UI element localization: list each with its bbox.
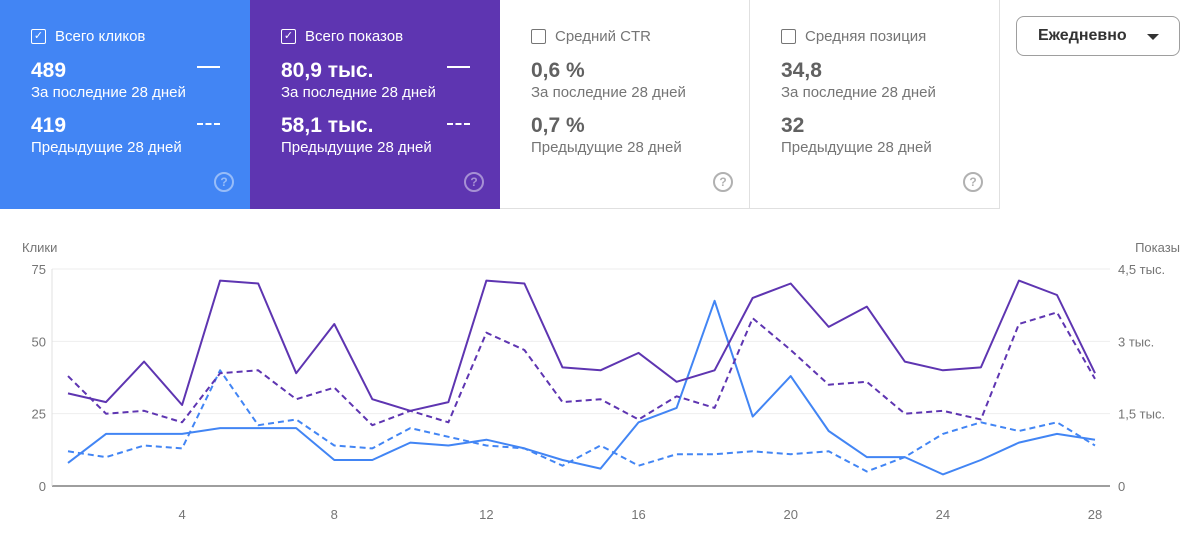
previous-label: Предыдущие 28 дней	[281, 139, 432, 156]
y-tick-left: 0	[39, 479, 46, 494]
previous-value: 32	[781, 114, 805, 137]
previous-value: 58,1 тыс.	[281, 114, 374, 137]
y-tick-right: 1,5 тыс.	[1118, 407, 1165, 422]
x-tick: 4	[178, 507, 185, 522]
period-dropdown[interactable]: Ежедневно	[1016, 16, 1180, 56]
x-tick: 28	[1088, 507, 1102, 522]
current-label: За последние 28 дней	[31, 84, 186, 101]
series-line-impressions-previous	[67, 311, 1096, 427]
help-icon[interactable]: ?	[713, 172, 733, 192]
previous-label: Предыдущие 28 дней	[31, 139, 182, 156]
y-axis-left-label: Клики	[22, 240, 57, 255]
help-icon[interactable]: ?	[963, 172, 983, 192]
previous-label: Предыдущие 28 дней	[531, 139, 682, 156]
metric-card-position[interactable]: Средняя позиция 34,8 За последние 28 дне…	[750, 0, 1000, 209]
metric-card-ctr[interactable]: Средний CTR 0,6 % За последние 28 дней 0…	[500, 0, 750, 209]
current-label: За последние 28 дней	[281, 84, 436, 101]
y-tick-left: 25	[32, 407, 46, 422]
checkbox-unchecked-icon[interactable]	[531, 28, 546, 44]
help-icon[interactable]: ?	[214, 172, 234, 192]
x-tick: 12	[479, 507, 493, 522]
checkbox-unchecked-icon[interactable]	[781, 28, 796, 44]
previous-value: 0,7 %	[531, 114, 585, 137]
card-label: Средний CTR	[555, 27, 651, 45]
current-value: 80,9 тыс.	[281, 59, 374, 82]
x-tick: 24	[936, 507, 950, 522]
current-value: 489	[31, 59, 67, 82]
current-value: 34,8	[781, 59, 822, 82]
series-line-impressions-current	[67, 279, 1096, 412]
y-tick-left: 50	[32, 334, 46, 349]
performance-chart: Клики Показы 0 0 25 1,5 тыс. 50 3 тыс. 75 4,5 т…	[22, 240, 1180, 522]
current-label: За последние 28 дней	[781, 84, 936, 101]
dropdown-arrow-icon	[1147, 34, 1159, 40]
x-tick: 16	[631, 507, 645, 522]
current-label: За последние 28 дней	[531, 84, 686, 101]
y-tick-left: 75	[32, 262, 46, 277]
checkbox-checked-icon[interactable]: ✓	[31, 28, 46, 44]
metric-card-impressions[interactable]: ✓ Всего показов 80,9 тыс. За последние 28…	[250, 0, 500, 209]
y-axis-right-label: Показы	[1135, 240, 1180, 255]
dashed-line-legend-icon	[197, 123, 220, 125]
metric-card-clicks[interactable]: ✓ Всего кликов 489 За последние 28 дней 4…	[0, 0, 250, 209]
period-dropdown-value: Ежедневно	[1038, 27, 1127, 44]
solid-line-legend-icon	[447, 66, 470, 68]
card-label: Средняя позиция	[805, 27, 927, 45]
card-label: Всего кликов	[55, 27, 146, 45]
current-value: 0,6 %	[531, 59, 585, 82]
previous-label: Предыдущие 28 дней	[781, 139, 932, 156]
y-tick-right: 4,5 тыс.	[1118, 262, 1165, 277]
card-label: Всего показов	[305, 27, 404, 45]
series-line-clicks-current	[67, 299, 1096, 476]
x-tick: 8	[331, 507, 338, 522]
previous-value: 419	[31, 114, 67, 137]
checkbox-checked-icon[interactable]: ✓	[281, 28, 296, 44]
help-icon[interactable]: ?	[464, 172, 484, 192]
y-tick-right: 3 тыс.	[1118, 334, 1154, 349]
solid-line-legend-icon	[197, 66, 220, 68]
x-tick: 20	[783, 507, 797, 522]
dashed-line-legend-icon	[447, 123, 470, 125]
y-tick-right: 0	[1118, 479, 1125, 494]
series-line-clicks-previous	[67, 369, 1096, 473]
